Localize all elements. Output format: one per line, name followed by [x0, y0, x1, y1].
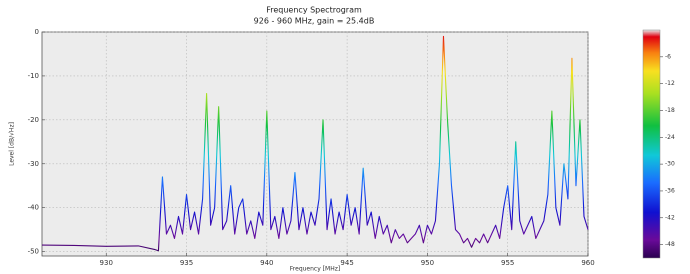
y-tick-label: -30 — [28, 160, 39, 168]
x-axis-label: Frequency [MHz] — [290, 266, 340, 273]
y-tick-label: 0 — [35, 28, 39, 36]
x-tick-label: 940 — [260, 259, 273, 267]
chart-subtitle: 926 - 960 MHz, gain = 25.4dB — [254, 17, 375, 26]
colorbar-tick-label: -24 — [665, 134, 675, 141]
chart-title: Frequency Spectrogram — [266, 6, 362, 15]
x-tick-label: 945 — [340, 259, 353, 267]
y-tick-label: -50 — [28, 248, 39, 256]
x-tick-label: 955 — [501, 259, 514, 267]
colorbar-tick-label: -6 — [665, 53, 671, 60]
colorbar-tick-label: -36 — [665, 187, 675, 194]
colorbar-tick-label: -18 — [665, 107, 675, 114]
colorbar-tick-label: -42 — [665, 214, 675, 221]
colorbar-tick-label: -12 — [665, 80, 675, 87]
x-tick-label: 935 — [180, 259, 193, 267]
colorbar-tick-label: -48 — [665, 241, 675, 248]
x-tick-label: 950 — [421, 259, 434, 267]
x-tick-label: 930 — [100, 259, 113, 267]
y-axis-label: Level [dB/√Hz] — [9, 122, 16, 166]
y-tick-label: -40 — [28, 204, 39, 212]
colorbar-tick-label: -30 — [665, 161, 675, 168]
colorbar — [643, 30, 660, 258]
y-tick-label: -20 — [28, 116, 39, 124]
chart: Frequency Spectrogram 926 - 960 MHz, gai… — [0, 0, 690, 274]
x-tick-label: 960 — [581, 259, 594, 267]
y-tick-label: -10 — [28, 72, 39, 80]
